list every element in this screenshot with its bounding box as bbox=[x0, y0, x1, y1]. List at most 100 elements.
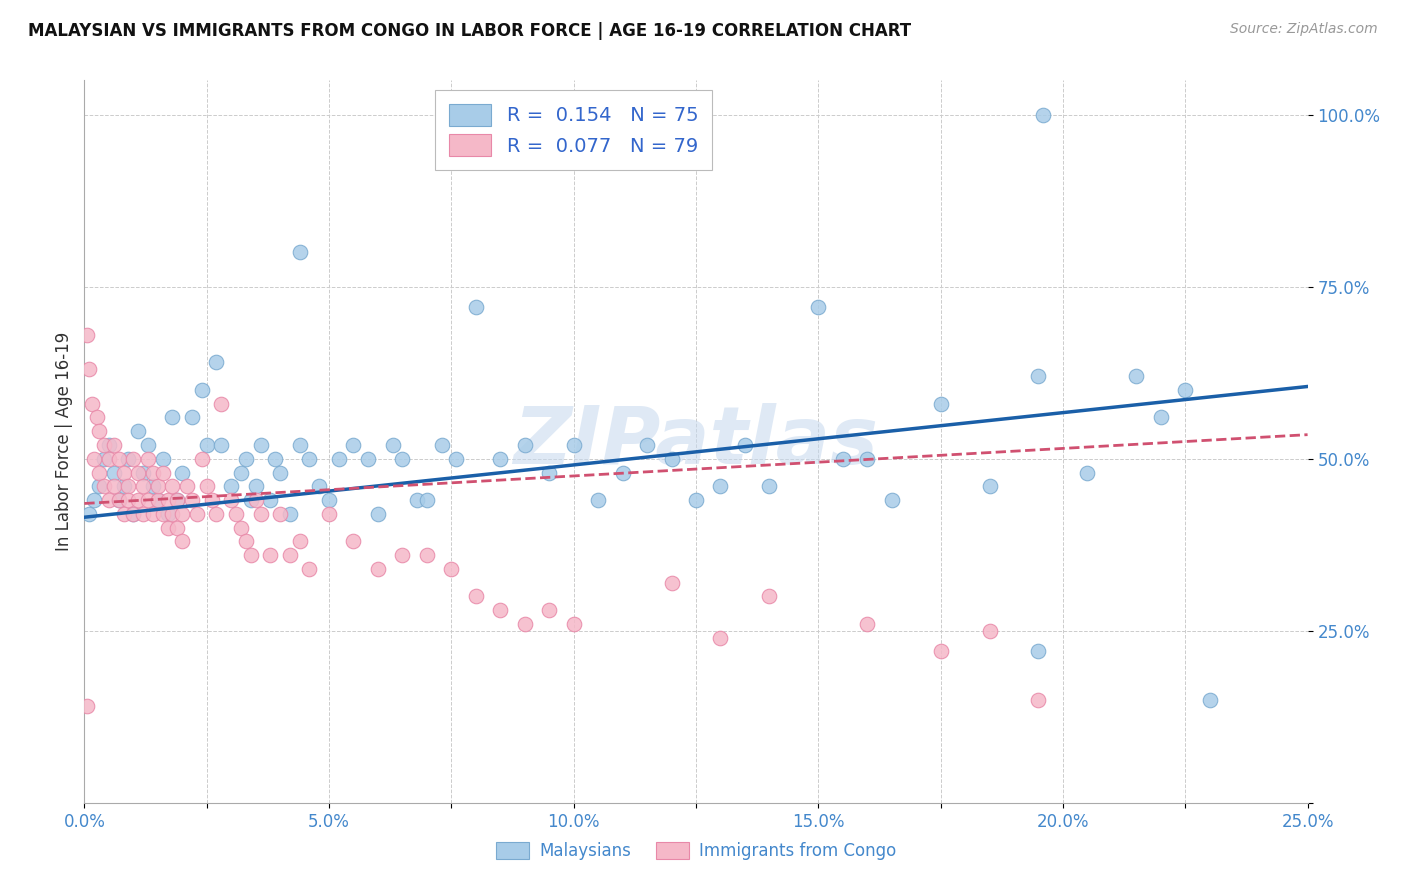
Point bbox=[80, 397, 103, 411]
Point bbox=[391, 548, 413, 562]
Point bbox=[831, 451, 853, 466]
Point bbox=[288, 534, 311, 549]
Point bbox=[342, 534, 364, 549]
Point bbox=[245, 493, 267, 508]
Point bbox=[152, 466, 174, 480]
Text: MALAYSIAN VS IMMIGRANTS FROM CONGO IN LABOR FORCE | AGE 16-19 CORRELATION CHART: MALAYSIAN VS IMMIGRANTS FROM CONGO IN LA… bbox=[28, 22, 911, 40]
Point bbox=[136, 493, 159, 508]
Point bbox=[636, 108, 658, 122]
Point bbox=[132, 466, 155, 480]
Point bbox=[318, 507, 340, 521]
Point bbox=[758, 479, 780, 493]
Point bbox=[142, 507, 165, 521]
Text: ZIPatlas: ZIPatlas bbox=[513, 402, 879, 481]
Point bbox=[122, 451, 145, 466]
Point bbox=[308, 479, 330, 493]
Point bbox=[127, 493, 149, 508]
Point bbox=[162, 410, 184, 425]
Point bbox=[87, 479, 110, 493]
Point bbox=[328, 451, 350, 466]
Point bbox=[86, 410, 108, 425]
Point bbox=[235, 534, 257, 549]
Point bbox=[636, 438, 658, 452]
Point bbox=[229, 520, 252, 534]
Point bbox=[136, 451, 159, 466]
Point bbox=[166, 493, 188, 508]
Point bbox=[464, 301, 486, 315]
Point bbox=[367, 507, 389, 521]
Point bbox=[97, 493, 120, 508]
Point bbox=[93, 451, 115, 466]
Point bbox=[166, 493, 188, 508]
Point bbox=[1125, 369, 1147, 384]
Point bbox=[979, 624, 1001, 638]
Point bbox=[1028, 369, 1050, 384]
Point bbox=[191, 383, 214, 397]
Point bbox=[734, 438, 756, 452]
Point bbox=[219, 493, 242, 508]
Point bbox=[122, 507, 145, 521]
Point bbox=[172, 507, 194, 521]
Point bbox=[259, 548, 281, 562]
Point bbox=[489, 603, 512, 617]
Point bbox=[1076, 466, 1098, 480]
Legend: R =  0.154   N = 75, R =  0.077   N = 79: R = 0.154 N = 75, R = 0.077 N = 79 bbox=[434, 90, 713, 169]
Point bbox=[661, 575, 683, 590]
Point bbox=[489, 451, 512, 466]
Point bbox=[77, 362, 100, 376]
Point bbox=[136, 438, 159, 452]
Point bbox=[112, 507, 135, 521]
Point bbox=[278, 548, 301, 562]
Point bbox=[298, 451, 321, 466]
Point bbox=[219, 479, 242, 493]
Point bbox=[671, 108, 693, 122]
Point bbox=[127, 424, 149, 438]
Point bbox=[76, 699, 98, 714]
Point bbox=[381, 438, 404, 452]
Point bbox=[93, 479, 115, 493]
Point bbox=[1032, 108, 1054, 122]
Y-axis label: In Labor Force | Age 16-19: In Labor Force | Age 16-19 bbox=[55, 332, 73, 551]
Point bbox=[269, 507, 291, 521]
Point bbox=[245, 479, 267, 493]
Point bbox=[122, 507, 145, 521]
Point bbox=[195, 479, 218, 493]
Point bbox=[162, 479, 184, 493]
Point bbox=[176, 479, 198, 493]
Point bbox=[538, 603, 561, 617]
Point bbox=[318, 493, 340, 508]
Point bbox=[152, 507, 174, 521]
Point bbox=[1028, 692, 1050, 706]
Point bbox=[205, 355, 228, 369]
Point bbox=[709, 479, 731, 493]
Point bbox=[107, 493, 129, 508]
Point bbox=[205, 507, 228, 521]
Point bbox=[146, 493, 169, 508]
Point bbox=[156, 507, 179, 521]
Point bbox=[146, 493, 169, 508]
Point bbox=[132, 507, 155, 521]
Point bbox=[127, 466, 149, 480]
Point bbox=[209, 438, 232, 452]
Point bbox=[181, 410, 204, 425]
Point bbox=[661, 451, 683, 466]
Point bbox=[181, 493, 204, 508]
Point bbox=[264, 451, 287, 466]
Text: Source: ZipAtlas.com: Source: ZipAtlas.com bbox=[1230, 22, 1378, 37]
Point bbox=[612, 466, 634, 480]
Point bbox=[1198, 692, 1220, 706]
Point bbox=[596, 108, 619, 122]
Point bbox=[357, 451, 380, 466]
Point bbox=[1150, 410, 1173, 425]
Point bbox=[342, 438, 364, 452]
Point bbox=[107, 451, 129, 466]
Point bbox=[758, 590, 780, 604]
Point bbox=[464, 590, 486, 604]
Point bbox=[856, 616, 879, 631]
Point bbox=[288, 438, 311, 452]
Point bbox=[1028, 644, 1050, 658]
Point bbox=[513, 616, 536, 631]
Point bbox=[444, 451, 467, 466]
Point bbox=[406, 493, 429, 508]
Point bbox=[239, 493, 262, 508]
